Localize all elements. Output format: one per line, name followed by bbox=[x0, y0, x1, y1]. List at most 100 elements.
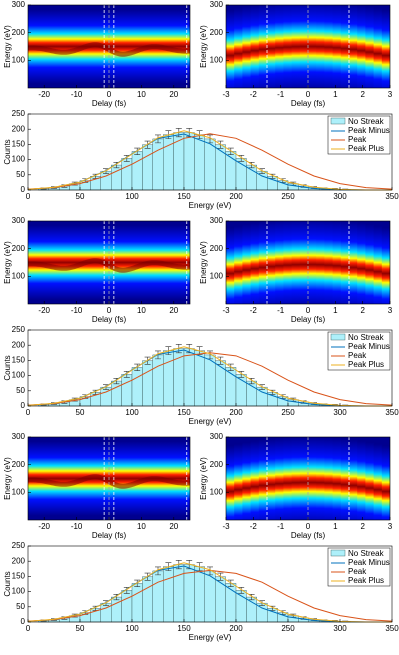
bar bbox=[110, 164, 122, 191]
legend-swatch bbox=[330, 117, 346, 125]
y-tick-label: 0 bbox=[21, 185, 26, 194]
x-tick-label: 100 bbox=[125, 408, 139, 417]
heatmap-strip bbox=[308, 5, 317, 88]
y-axis-label: Counts bbox=[3, 355, 12, 380]
x-tick-label: 250 bbox=[281, 624, 295, 633]
heatmap-strip bbox=[275, 221, 284, 304]
x-tick-label: -2 bbox=[250, 306, 258, 315]
x-tick-label: 200 bbox=[229, 192, 243, 201]
heatmap-strip bbox=[324, 221, 334, 304]
y-axis-label: Energy (eV) bbox=[3, 241, 12, 284]
x-tick-label: 0 bbox=[26, 192, 31, 201]
y-tick-label: 250 bbox=[12, 325, 26, 334]
legend-swatch bbox=[330, 549, 346, 557]
legend-label: Peak Plus bbox=[348, 144, 384, 153]
heatmap-strip bbox=[234, 444, 243, 520]
y-tick-label: 0 bbox=[21, 617, 26, 626]
x-tick-label: 300 bbox=[333, 624, 347, 633]
x-tick-label: 50 bbox=[76, 192, 85, 201]
x-tick-label: -20 bbox=[38, 306, 50, 315]
y-axis-label: Energy (eV) bbox=[199, 25, 208, 68]
y-tick-label: 100 bbox=[12, 587, 26, 596]
y-tick-label: 150 bbox=[12, 356, 26, 365]
bar bbox=[121, 158, 133, 191]
x-tick-label: -10 bbox=[71, 522, 83, 531]
heatmap-strip bbox=[324, 5, 334, 88]
x-tick-label: 50 bbox=[76, 624, 85, 633]
bar bbox=[214, 576, 226, 623]
heatmap-strip bbox=[365, 442, 375, 520]
x-tick-label: 250 bbox=[281, 408, 295, 417]
heatmap-strip bbox=[234, 226, 243, 304]
heatmap-strip bbox=[291, 5, 301, 88]
x-tick-label: 250 bbox=[281, 192, 295, 201]
x-tick-label: -1 bbox=[277, 90, 285, 99]
error-bar bbox=[238, 371, 245, 378]
heatmap-strip bbox=[258, 439, 268, 520]
x-tick-label: 10 bbox=[137, 90, 146, 99]
series-line bbox=[27, 562, 392, 623]
plot-frame bbox=[27, 329, 393, 407]
x-tick-label: 10 bbox=[137, 522, 146, 531]
y-axis-label: Energy (eV) bbox=[199, 457, 208, 500]
heatmap-strip bbox=[373, 226, 383, 304]
legend-label: No Streak bbox=[348, 117, 385, 126]
bar bbox=[183, 348, 195, 407]
heatmap-strip bbox=[340, 438, 350, 520]
heatmap-strip bbox=[242, 6, 252, 88]
x-axis-label: Delay (fs) bbox=[92, 99, 127, 108]
series-line bbox=[27, 569, 393, 622]
y-tick-label: 100 bbox=[12, 55, 26, 64]
bar bbox=[173, 564, 185, 623]
x-tick-label: 0 bbox=[107, 306, 112, 315]
heatmap-strip bbox=[275, 5, 284, 88]
heatmap-panel: -3 -2 -1 0 1 2 3 100 200 300 Delay (fs) Energy (eV) bbox=[199, 216, 393, 324]
x-tick-label: -10 bbox=[71, 306, 83, 315]
heatmap-strip bbox=[308, 221, 317, 304]
heatmap-strip bbox=[250, 441, 260, 520]
x-axis-label: Energy (eV) bbox=[189, 633, 232, 642]
legend-label: Peak bbox=[348, 135, 367, 144]
bar bbox=[131, 151, 143, 191]
y-axis-label: Energy (eV) bbox=[199, 241, 208, 284]
bar bbox=[246, 164, 257, 191]
heatmap-panel: -20 -10 0 10 20 100 200 300 Delay (fs) Energy (eV… bbox=[3, 0, 191, 108]
x-tick-label: -1 bbox=[277, 306, 285, 315]
bar bbox=[121, 590, 133, 623]
heatmap-strip bbox=[275, 438, 284, 520]
heatmap-strip bbox=[357, 5, 366, 88]
error-bar bbox=[155, 566, 161, 576]
error-bar bbox=[238, 155, 245, 162]
y-tick-label: 100 bbox=[12, 487, 26, 496]
bar bbox=[152, 570, 164, 623]
x-axis-label: Delay (fs) bbox=[291, 99, 326, 108]
x-tick-label: 3 bbox=[388, 522, 393, 531]
heatmap-strip bbox=[291, 437, 301, 520]
y-tick-label: 200 bbox=[210, 28, 224, 37]
y-tick-label: 300 bbox=[210, 432, 224, 441]
heatmap-strip bbox=[381, 227, 390, 304]
legend-label: Peak Minus bbox=[348, 126, 390, 135]
bar bbox=[110, 596, 122, 623]
legend-label: Peak bbox=[348, 567, 367, 576]
y-tick-label: 200 bbox=[12, 340, 26, 349]
heatmap-strip bbox=[373, 8, 383, 88]
heatmap-strip bbox=[324, 437, 334, 520]
heatmap-panel: -20 -10 0 10 20 100 200 300 Delay (fs) Energy (eV… bbox=[3, 432, 191, 540]
x-tick-label: 300 bbox=[333, 408, 347, 417]
heatmap-strip bbox=[365, 224, 375, 304]
y-tick-label: 150 bbox=[12, 572, 26, 581]
plot-frame bbox=[27, 545, 393, 623]
heatmap-strip bbox=[340, 221, 350, 304]
heatmap-strip bbox=[365, 6, 375, 88]
y-tick-label: 200 bbox=[210, 460, 224, 469]
legend-label: Peak bbox=[348, 351, 367, 360]
heatmap-strip bbox=[381, 445, 390, 520]
x-tick-label: 0 bbox=[107, 90, 112, 99]
heatmap-ripple bbox=[28, 474, 190, 489]
x-tick-label: 150 bbox=[177, 192, 191, 201]
bar bbox=[235, 590, 247, 623]
